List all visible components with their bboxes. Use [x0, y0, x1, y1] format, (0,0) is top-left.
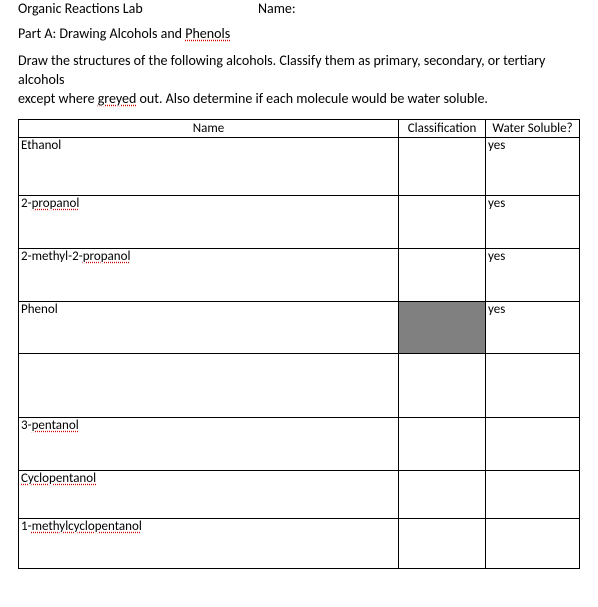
name-redpart: methylcyclopentanol	[32, 519, 142, 534]
water-cell: yes	[486, 248, 580, 301]
name-plain: 3-	[21, 418, 32, 433]
name-cell: Cyclopentanol	[19, 470, 399, 518]
table-row: 3-pentanol	[19, 417, 580, 470]
worksheet-page: Organic Reactions Lab Name: Part A: Draw…	[0, 0, 598, 569]
instructions: Draw the structures of the following alc…	[18, 52, 580, 109]
part-a-title: Part A: Drawing Alcohols and Phenols	[18, 25, 580, 42]
instructions-line2-before: except where	[18, 90, 98, 107]
name-cell: 3-pentanol	[19, 417, 399, 470]
name-label: Name:	[258, 0, 296, 17]
name-plain: Phenol	[21, 302, 58, 317]
col-header-classification: Classification	[399, 119, 486, 137]
table-row: 2-methyl-2-propanol yes	[19, 248, 580, 301]
table-row: 1-methylcyclopentanol	[19, 518, 580, 568]
name-cell: 1-methylcyclopentanol	[19, 518, 399, 568]
water-cell: yes	[486, 137, 580, 195]
col-header-name: Name	[19, 119, 399, 137]
classification-cell-greyed	[399, 301, 486, 353]
table-header-row: Name Classification Water Soluble?	[19, 119, 580, 137]
name-plain: 2-methyl-2-	[21, 249, 83, 264]
lab-title: Organic Reactions Lab	[18, 0, 258, 17]
table-row: Cyclopentanol	[19, 470, 580, 518]
name-redpart: pentanol	[32, 418, 79, 433]
classification-cell	[399, 470, 486, 518]
name-redpart: propanol	[83, 249, 131, 264]
name-redpart: propanol	[32, 196, 80, 211]
name-plain: 2-	[21, 196, 32, 211]
part-a-prefix: Part A: Drawing Alcohols and	[18, 25, 185, 42]
name-cell: 2-propanol	[19, 195, 399, 248]
classification-cell	[399, 353, 486, 417]
water-cell	[486, 353, 580, 417]
water-cell: yes	[486, 195, 580, 248]
name-plain: Ethanol	[21, 138, 61, 153]
name-plain: 1-	[21, 519, 32, 534]
classification-cell	[399, 417, 486, 470]
table-row: 2-propanol yes	[19, 195, 580, 248]
classification-cell	[399, 195, 486, 248]
water-cell	[486, 518, 580, 568]
water-cell: yes	[486, 301, 580, 353]
alcohols-table: Name Classification Water Soluble? Ethan…	[18, 119, 580, 569]
water-cell	[486, 470, 580, 518]
water-cell	[486, 417, 580, 470]
greyed-word: greyed	[98, 90, 137, 107]
phenols-word: Phenols	[185, 25, 230, 42]
instructions-line2-after: out. Also determine if each molecule wou…	[136, 90, 488, 107]
name-cell	[19, 353, 399, 417]
name-cell: Phenol	[19, 301, 399, 353]
col-header-water: Water Soluble?	[486, 119, 580, 137]
name-redpart: Cyclopentanol	[21, 471, 96, 486]
classification-cell	[399, 518, 486, 568]
header-row: Organic Reactions Lab Name:	[18, 0, 580, 17]
table-row: Phenol yes	[19, 301, 580, 353]
instructions-line1: Draw the structures of the following alc…	[18, 52, 545, 88]
classification-cell	[399, 137, 486, 195]
table-row	[19, 353, 580, 417]
name-cell: Ethanol	[19, 137, 399, 195]
name-cell: 2-methyl-2-propanol	[19, 248, 399, 301]
table-row: Ethanol yes	[19, 137, 580, 195]
classification-cell	[399, 248, 486, 301]
